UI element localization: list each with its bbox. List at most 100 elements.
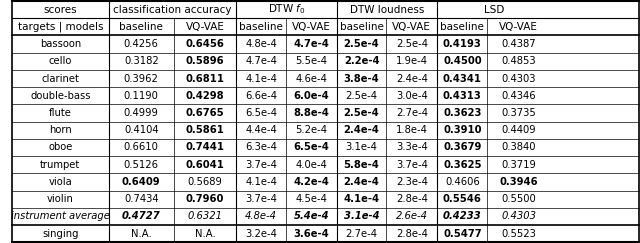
Text: 2.8e-4: 2.8e-4	[396, 229, 428, 239]
Text: 0.4298: 0.4298	[186, 91, 224, 101]
Text: 3.2e-4: 3.2e-4	[245, 229, 277, 239]
Text: 6.5e-4: 6.5e-4	[245, 108, 277, 118]
Text: 5.5e-4: 5.5e-4	[296, 56, 328, 66]
Text: 4.2e-4: 4.2e-4	[293, 177, 330, 187]
Text: 1.9e-4: 1.9e-4	[396, 56, 428, 66]
Text: DTW loudness: DTW loudness	[350, 5, 424, 15]
Text: VQ-VAE: VQ-VAE	[292, 22, 331, 32]
Text: 0.4256: 0.4256	[124, 39, 159, 49]
Text: 0.6456: 0.6456	[186, 39, 225, 49]
Text: 0.4193: 0.4193	[443, 39, 482, 49]
Text: 0.5689: 0.5689	[188, 177, 223, 187]
Text: 4.1e-4: 4.1e-4	[344, 194, 380, 204]
Text: 0.4409: 0.4409	[502, 125, 536, 135]
Text: bassoon: bassoon	[40, 39, 81, 49]
Text: 0.1190: 0.1190	[124, 91, 159, 101]
Text: 0.5546: 0.5546	[443, 194, 482, 204]
Text: 0.5477: 0.5477	[443, 229, 482, 239]
Text: 0.3735: 0.3735	[501, 108, 536, 118]
Text: cello: cello	[49, 56, 72, 66]
Text: 0.4233: 0.4233	[443, 211, 482, 221]
Text: 0.7960: 0.7960	[186, 194, 224, 204]
Text: 8.8e-4: 8.8e-4	[293, 108, 330, 118]
Text: 0.6765: 0.6765	[186, 108, 224, 118]
Text: 4.0e-4: 4.0e-4	[296, 160, 327, 170]
Text: viola: viola	[49, 177, 72, 187]
Text: 2.7e-4: 2.7e-4	[346, 229, 378, 239]
Text: 0.6041: 0.6041	[186, 160, 225, 170]
Text: 0.4853: 0.4853	[502, 56, 536, 66]
Text: 4.8e-4: 4.8e-4	[245, 39, 277, 49]
Text: 2.4e-4: 2.4e-4	[344, 125, 380, 135]
Text: 2.5e-4: 2.5e-4	[344, 108, 380, 118]
Text: 0.6409: 0.6409	[122, 177, 161, 187]
Text: 0.6610: 0.6610	[124, 142, 159, 152]
Text: 3.1e-4: 3.1e-4	[346, 142, 378, 152]
Text: 5.8e-4: 5.8e-4	[344, 160, 380, 170]
Text: 0.5896: 0.5896	[186, 56, 224, 66]
Text: 2.5e-4: 2.5e-4	[346, 91, 378, 101]
Text: oboe: oboe	[48, 142, 72, 152]
Text: baseline: baseline	[440, 22, 484, 32]
Text: 0.4104: 0.4104	[124, 125, 159, 135]
Text: 0.3679: 0.3679	[443, 142, 481, 152]
Text: violin: violin	[47, 194, 74, 204]
Text: 2.7e-4: 2.7e-4	[396, 108, 428, 118]
Text: 0.5500: 0.5500	[501, 194, 536, 204]
Text: baseline: baseline	[239, 22, 283, 32]
Text: baseline: baseline	[340, 22, 383, 32]
Text: N.A.: N.A.	[195, 229, 216, 239]
Text: DTW $f_0$: DTW $f_0$	[268, 3, 305, 17]
Text: 4.5e-4: 4.5e-4	[296, 194, 327, 204]
Text: 0.3182: 0.3182	[124, 56, 159, 66]
Text: 2.5e-4: 2.5e-4	[344, 39, 380, 49]
Text: 0.3946: 0.3946	[499, 177, 538, 187]
Text: 0.3625: 0.3625	[443, 160, 481, 170]
Text: 3.0e-4: 3.0e-4	[396, 91, 428, 101]
Text: 0.4387: 0.4387	[502, 39, 536, 49]
Text: 1.8e-4: 1.8e-4	[396, 125, 428, 135]
Text: 0.4606: 0.4606	[445, 177, 480, 187]
Text: 3.3e-4: 3.3e-4	[396, 142, 428, 152]
Text: targets | models: targets | models	[17, 22, 103, 32]
Text: LSD: LSD	[483, 5, 504, 15]
Text: 0.3719: 0.3719	[501, 160, 536, 170]
Text: 4.4e-4: 4.4e-4	[245, 125, 277, 135]
Text: flute: flute	[49, 108, 72, 118]
Text: 0.4346: 0.4346	[502, 91, 536, 101]
Text: 4.1e-4: 4.1e-4	[245, 73, 277, 84]
Text: 4.7e-4: 4.7e-4	[245, 56, 277, 66]
Text: VQ-VAE: VQ-VAE	[186, 22, 225, 32]
Text: 2.8e-4: 2.8e-4	[396, 194, 428, 204]
Text: 0.4303: 0.4303	[502, 73, 536, 84]
Text: clarinet: clarinet	[42, 73, 79, 84]
Text: 5.4e-4: 5.4e-4	[294, 211, 329, 221]
Text: 2.2e-4: 2.2e-4	[344, 56, 380, 66]
Text: 0.5126: 0.5126	[124, 160, 159, 170]
Text: 2.6e-4: 2.6e-4	[396, 211, 428, 221]
Text: horn: horn	[49, 125, 72, 135]
Text: 6.3e-4: 6.3e-4	[245, 142, 277, 152]
Text: N.A.: N.A.	[131, 229, 152, 239]
Text: 0.5523: 0.5523	[501, 229, 536, 239]
Text: 0.4727: 0.4727	[122, 211, 161, 221]
Text: 0.6811: 0.6811	[186, 73, 225, 84]
Text: trumpet: trumpet	[40, 160, 81, 170]
Text: 3.7e-4: 3.7e-4	[245, 194, 277, 204]
Text: 0.4500: 0.4500	[443, 56, 482, 66]
Text: 4.6e-4: 4.6e-4	[296, 73, 327, 84]
Text: scores: scores	[44, 5, 77, 15]
Text: 6.5e-4: 6.5e-4	[293, 142, 330, 152]
Text: 0.3910: 0.3910	[443, 125, 481, 135]
Text: instrument average: instrument average	[11, 211, 110, 221]
Text: 4.7e-4: 4.7e-4	[293, 39, 330, 49]
Text: 4.1e-4: 4.1e-4	[245, 177, 277, 187]
Text: 0.3623: 0.3623	[443, 108, 481, 118]
Text: 2.5e-4: 2.5e-4	[396, 39, 428, 49]
Text: double-bass: double-bass	[30, 91, 91, 101]
Text: classification accuracy: classification accuracy	[113, 5, 232, 15]
Text: VQ-VAE: VQ-VAE	[392, 22, 431, 32]
Text: 0.4999: 0.4999	[124, 108, 159, 118]
Text: 3.7e-4: 3.7e-4	[396, 160, 428, 170]
Text: 3.1e-4: 3.1e-4	[344, 211, 380, 221]
